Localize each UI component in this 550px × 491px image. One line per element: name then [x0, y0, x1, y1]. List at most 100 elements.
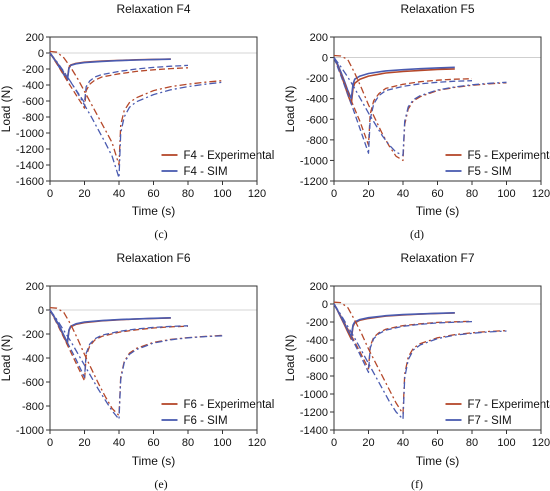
- y-tick-label: -1000: [300, 389, 328, 401]
- x-tick-label: 80: [466, 437, 478, 449]
- y-tick-label: -400: [306, 94, 328, 106]
- y-tick-label: -600: [22, 377, 44, 389]
- series-line-sim-dashdot: [333, 57, 507, 156]
- x-tick-label: 0: [47, 437, 53, 449]
- y-tick-label: -800: [22, 401, 44, 413]
- legend-entry-experimental: F4 - Experimental: [184, 150, 275, 162]
- chart-title: Relaxation F7: [400, 251, 474, 265]
- x-tick-label: 100: [213, 437, 231, 449]
- x-tick-label: 20: [78, 437, 90, 449]
- series-line-sim-dash: [49, 309, 189, 378]
- x-tick-label: 80: [466, 188, 478, 200]
- x-tick-label: 40: [113, 188, 125, 200]
- x-tick-label: 100: [497, 437, 515, 449]
- y-tick-label: 200: [310, 32, 328, 44]
- x-axis-label: Time (s): [416, 454, 460, 468]
- series-line-sim-solid: [49, 309, 171, 344]
- x-tick-label: 60: [147, 437, 159, 449]
- series-line-sim-dash: [333, 57, 473, 154]
- x-axis-label: Time (s): [132, 454, 176, 468]
- x-tick-label: 60: [147, 188, 159, 200]
- x-axis-label: Time (s): [416, 204, 460, 218]
- panel-caption: (c): [154, 227, 167, 241]
- x-tick-label: 100: [213, 188, 231, 200]
- y-tick-label: -800: [306, 135, 328, 147]
- y-axis-label: Load (N): [0, 86, 13, 133]
- x-tick-label: 20: [78, 188, 90, 200]
- series-line-experimental-dash: [49, 309, 189, 382]
- y-tick-label: -200: [306, 73, 328, 85]
- y-tick-label: -600: [22, 96, 44, 108]
- series-line-experimental-dashdot: [333, 301, 507, 415]
- chart-title: Relaxation F5: [400, 2, 474, 16]
- legend-entry-experimental: F6 - Experimental: [184, 399, 275, 411]
- legend-entry-sim: F4 - SIM: [184, 166, 228, 178]
- y-tick-label: -200: [22, 329, 44, 341]
- chart-title: Relaxation F6: [116, 251, 190, 265]
- y-axis-label: Load (N): [283, 335, 297, 382]
- series-line-sim-dashdot: [49, 309, 223, 420]
- y-tick-label: 0: [38, 305, 44, 317]
- y-tick-label: -1000: [300, 155, 328, 167]
- x-tick-label: 60: [431, 188, 443, 200]
- series-line-sim-solid: [49, 52, 171, 81]
- chart-title: Relaxation F4: [116, 2, 190, 16]
- chart-panel-2: Relaxation F52000-200-400-600-800-1000-1…: [283, 2, 550, 241]
- y-tick-label: -1600: [16, 176, 44, 188]
- y-tick-label: -400: [22, 80, 44, 92]
- x-tick-label: 20: [362, 188, 374, 200]
- y-tick-label: -800: [22, 112, 44, 124]
- legend-entry-sim: F6 - SIM: [184, 415, 228, 427]
- y-tick-label: -400: [306, 335, 328, 347]
- y-tick-label: 0: [322, 53, 328, 65]
- y-axis-label: Load (N): [0, 335, 13, 382]
- y-tick-label: 0: [38, 48, 44, 60]
- y-tick-label: 200: [310, 281, 328, 293]
- x-tick-label: 100: [497, 188, 515, 200]
- y-axis-label: Load (N): [283, 86, 297, 133]
- y-tick-label: 0: [322, 299, 328, 311]
- y-tick-label: -1400: [300, 425, 328, 437]
- x-tick-label: 120: [532, 437, 550, 449]
- legend-entry-sim: F5 - SIM: [468, 166, 512, 178]
- legend-entry-sim: F7 - SIM: [468, 415, 512, 427]
- panel-caption: (f): [411, 477, 423, 491]
- series-line-sim-solid: [333, 57, 455, 100]
- x-tick-label: 0: [47, 188, 53, 200]
- series-line-sim-dash: [333, 303, 473, 374]
- x-tick-label: 80: [182, 188, 194, 200]
- y-tick-label: 200: [26, 32, 44, 44]
- series-line-experimental-dash: [49, 52, 189, 109]
- y-tick-label: -200: [22, 64, 44, 76]
- x-tick-label: 80: [182, 437, 194, 449]
- x-tick-label: 120: [532, 188, 550, 200]
- x-tick-label: 0: [331, 437, 337, 449]
- y-tick-label: 200: [26, 281, 44, 293]
- panel-caption: (e): [154, 477, 167, 491]
- y-tick-label: -1400: [16, 160, 44, 172]
- series-line-sim-dashdot: [49, 52, 223, 179]
- series-line-sim-solid: [333, 303, 455, 338]
- series-line-experimental-dash: [333, 57, 473, 146]
- y-tick-label: -1200: [300, 176, 328, 188]
- x-tick-label: 120: [248, 437, 266, 449]
- y-tick-label: -1200: [300, 407, 328, 419]
- series-line-experimental-dashdot: [49, 306, 223, 417]
- x-tick-label: 0: [331, 188, 337, 200]
- y-tick-label: -800: [306, 371, 328, 383]
- y-tick-label: -200: [306, 317, 328, 329]
- series-line-experimental-dashdot: [333, 54, 507, 162]
- x-tick-label: 60: [431, 437, 443, 449]
- x-axis-label: Time (s): [132, 204, 176, 218]
- panel-caption: (d): [410, 227, 424, 241]
- chart-panel-1: Relaxation F42000-200-400-600-800-1000-1…: [0, 2, 274, 241]
- y-tick-label: -1000: [16, 425, 44, 437]
- series-line-experimental-dashdot: [49, 50, 223, 166]
- y-tick-label: -1200: [16, 144, 44, 156]
- y-tick-label: -600: [306, 114, 328, 126]
- legend-entry-experimental: F5 - Experimental: [468, 150, 550, 162]
- x-tick-label: 40: [113, 437, 125, 449]
- y-tick-label: -600: [306, 353, 328, 365]
